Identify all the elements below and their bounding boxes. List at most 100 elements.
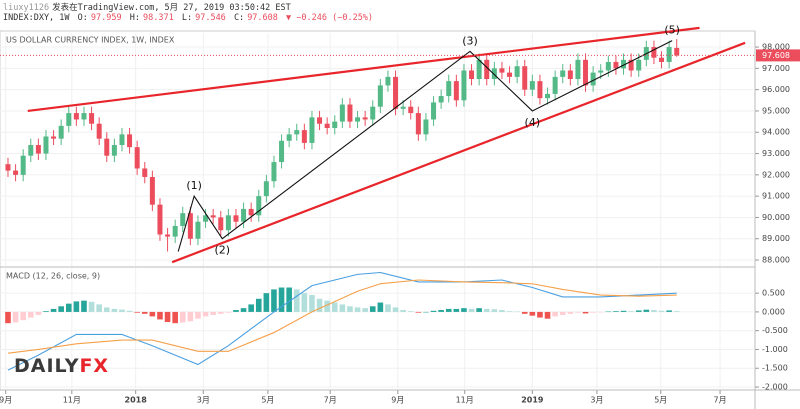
candle-body [324,123,330,128]
candle-body [218,217,224,231]
histogram-bar [544,311,551,319]
plot-frame [0,30,756,391]
histogram-bar [271,289,277,312]
histogram-bar [5,311,11,324]
candle-body [81,113,87,120]
logo: DAILYFX [14,355,109,377]
histogram-bar [461,308,467,312]
candle-body [537,81,543,99]
candle-body [263,181,269,197]
histogram-bar [81,300,87,312]
candle-body [73,113,79,120]
candle-body [651,47,657,58]
candle-body [127,134,133,148]
candle-body [575,59,581,80]
histogram-bar [590,311,596,313]
candle-body [362,117,368,120]
histogram-bar [58,306,64,312]
candle-body [446,81,452,97]
y-tick-label: 92.000 [762,170,790,179]
price-tag [756,49,800,62]
pane-title: MACD (12, 26, close, 9) [6,272,100,281]
histogram-bar [377,302,384,312]
histogram-bar [552,311,558,317]
histogram-bar [521,311,528,314]
candle-body [111,145,117,156]
candle-body [13,170,19,175]
ohlc-label: L: [181,13,193,23]
grid [0,33,759,394]
candle-body [613,61,619,69]
histogram-bar [362,308,368,312]
histogram-bar [499,310,505,312]
candle-body [195,221,201,239]
marks [0,26,755,371]
change: ▼ −0.246 (−0.25%) [286,13,374,23]
user-name: liuxy1126 [3,3,50,13]
histogram-bar [255,298,262,312]
histogram-bar [73,301,80,312]
histogram-bar [651,310,657,312]
candle-body [309,117,315,143]
histogram-bar [575,311,581,313]
histogram-bar [286,287,292,312]
candle-body [499,68,505,73]
histogram-bar [491,309,498,312]
y-tick-label: 91.000 [762,192,790,201]
ohlc-label: C: [233,13,245,23]
candle-body [469,70,475,80]
change-text: −0.246 (−0.25%) [296,13,374,23]
wave-label: (5) [664,24,680,37]
y-tick-label: 96.000 [762,85,790,94]
histogram-bar [559,311,566,315]
histogram-bar [445,308,452,312]
candle-body [142,168,148,177]
y-tick-label: -2.000 [762,382,788,391]
histogram-bar [385,304,391,312]
candle-body [241,208,247,222]
macd-line [7,279,677,354]
candle-body [491,68,497,80]
candle-body [248,208,254,216]
histogram-bar [430,310,437,312]
histogram-bar [453,308,460,312]
price-tag-label: 97.608 [762,51,790,60]
histogram-bar [666,310,672,312]
candle-body [187,213,193,239]
wave-label: (2) [214,244,230,257]
histogram-bar [187,311,194,322]
candle-body [271,162,277,182]
candle-body [431,102,437,120]
histogram-bar [278,287,285,312]
histogram-bar [438,310,444,312]
histogram-bar [149,311,156,317]
histogram-bar [415,311,422,313]
candle-body [598,70,604,73]
ohlc-label: O: [77,13,88,23]
histogram-bar [202,311,209,317]
histogram-bar [65,303,72,312]
histogram-bar [119,309,125,312]
chart-title: US DOLLAR CURRENCY INDEX, 1W, INDEX [6,36,175,45]
y-tick-label: 98.000 [762,43,790,52]
histogram-bar [468,308,475,312]
x-tick-label: 2018 [125,396,148,405]
y-tick-label: 94.000 [762,128,790,137]
trendline [27,26,700,113]
histogram-bar [643,309,650,312]
candle-body [317,117,323,124]
y-tick-label: 0.500 [762,289,785,298]
histogram-bar [628,311,634,312]
candle-body [590,72,596,86]
histogram-bar [43,311,49,312]
x-tick-label: 11月 [456,396,474,405]
candle-body [157,204,163,235]
histogram-bar [339,304,346,312]
histogram-bar [673,311,680,312]
candle-body [476,59,482,80]
histogram-bar [537,311,543,318]
candle-body [104,138,110,156]
wave-path [177,40,673,252]
histogram-bar [400,310,406,312]
